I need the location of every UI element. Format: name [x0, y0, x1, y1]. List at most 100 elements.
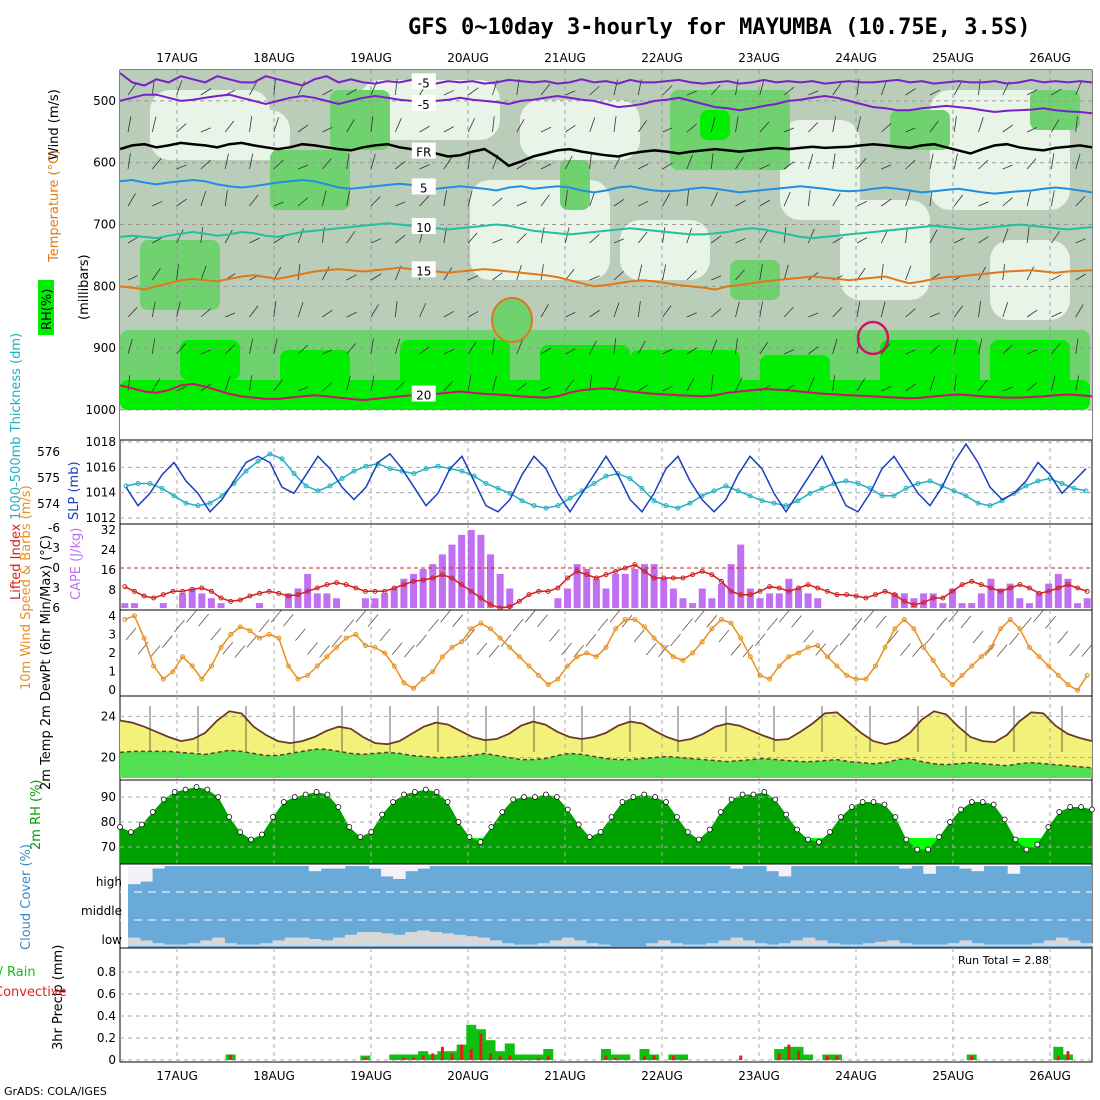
y-tick-label: 90 [101, 790, 116, 804]
cape-bar [121, 603, 129, 608]
rh-patch-green [880, 340, 980, 385]
rh-patch-green [540, 345, 630, 385]
thickness-point [567, 495, 573, 501]
rh2m-point [816, 839, 822, 845]
wind-barb [322, 89, 333, 96]
wind-speed-point [1065, 682, 1071, 688]
wind-barb [297, 386, 309, 392]
wind-barb [856, 116, 862, 133]
wind-barb [322, 266, 330, 281]
contour-label-bg [411, 385, 436, 402]
wind-barb [176, 301, 181, 318]
wind-barb [613, 79, 618, 96]
wind-barb [905, 308, 916, 318]
cloud-low [369, 932, 382, 946]
cloud-low [838, 944, 852, 946]
rh2m-point [630, 794, 637, 800]
wind-barb [443, 267, 453, 281]
wind-barb [452, 614, 464, 627]
precip-conv-bar [460, 1044, 464, 1060]
cloud-low [971, 943, 985, 946]
lifted-index-point [468, 588, 474, 594]
wind-barb [1026, 227, 1030, 244]
precip-total-bar [1053, 1046, 1064, 1060]
cape-bar [1025, 603, 1033, 608]
rh2m-point [291, 794, 298, 800]
y-tick-label: 500 [93, 94, 116, 108]
cloud-high [766, 866, 780, 872]
wind-barb [127, 193, 136, 207]
wind-barb [297, 164, 309, 170]
wind-barb [881, 123, 892, 133]
wind-barb [151, 116, 157, 133]
wind-barb [638, 163, 649, 170]
rh-patch-green [560, 160, 590, 210]
wind-speed-point [565, 663, 571, 669]
rh2m-point [248, 836, 254, 843]
cape-bar [477, 534, 485, 608]
wind-barb [718, 629, 730, 643]
wind-barb [367, 614, 379, 627]
cloud-low [658, 940, 671, 946]
wind-barb [297, 344, 308, 355]
wind-barb [735, 200, 746, 207]
precip-conv-bar [825, 1055, 829, 1060]
precip-total-bar [398, 1054, 409, 1060]
wind-barb [953, 305, 964, 318]
wind-barb [200, 88, 212, 96]
rh-patch-green [730, 260, 780, 300]
cloud-low [585, 943, 599, 946]
wind-barb [186, 610, 197, 623]
wind-barb [662, 348, 673, 355]
wind-speed-point [747, 654, 753, 660]
rh2m-panel: 70 80 90 2m RH (%) [29, 779, 1095, 865]
wind-barb [1021, 617, 1032, 630]
precip-conv-bar [421, 1055, 425, 1060]
wind-barb [686, 312, 697, 318]
wind-barb [394, 338, 401, 355]
wind-barb [443, 380, 454, 392]
wind-speed-point [478, 620, 484, 626]
precip-conv-bar [796, 1051, 800, 1060]
wind-barb [395, 201, 406, 207]
wind-barb [645, 642, 657, 656]
precip-conv-bar [440, 1046, 444, 1060]
wind-barb [759, 199, 770, 207]
wind-barb [585, 634, 597, 647]
wind-barb [1002, 197, 1013, 207]
wind-speed-point [468, 626, 474, 632]
wind-barb [492, 338, 495, 355]
rh-patch-green [140, 240, 220, 310]
wind-barb [151, 79, 155, 96]
wind-barb [589, 275, 600, 281]
wind-barb [936, 617, 948, 630]
contour-label-bg [411, 142, 436, 159]
wind-barb [540, 227, 545, 244]
wind-barb [516, 382, 527, 392]
cape-bar [746, 588, 754, 608]
cloud-low [453, 934, 466, 946]
wind-speed-point [661, 644, 667, 650]
cloud-high [332, 866, 346, 869]
wind-barb [759, 164, 770, 170]
cloud-high [923, 866, 936, 874]
y-tick-label: 70 [101, 840, 116, 854]
wind-barb [589, 309, 600, 318]
wind-barb [589, 191, 596, 207]
wind-speed-point [536, 672, 542, 678]
wind-barb [637, 264, 643, 281]
cloud-low [742, 940, 756, 946]
wind-speed-point [228, 631, 234, 637]
wind-barb [540, 264, 544, 281]
precip-total-bar [524, 1054, 535, 1060]
cape-bar [756, 598, 764, 608]
cloud-low [308, 939, 322, 946]
wind-speed-point [882, 644, 888, 650]
wind-barb [467, 118, 475, 133]
wind-barb [1002, 344, 1013, 355]
y-axis-label: Cloud Cover (%) [19, 844, 34, 950]
precip-conv-bar [546, 1055, 550, 1060]
cloud-low [344, 934, 358, 946]
wind-barb [492, 375, 497, 392]
wind-barb [905, 349, 916, 355]
